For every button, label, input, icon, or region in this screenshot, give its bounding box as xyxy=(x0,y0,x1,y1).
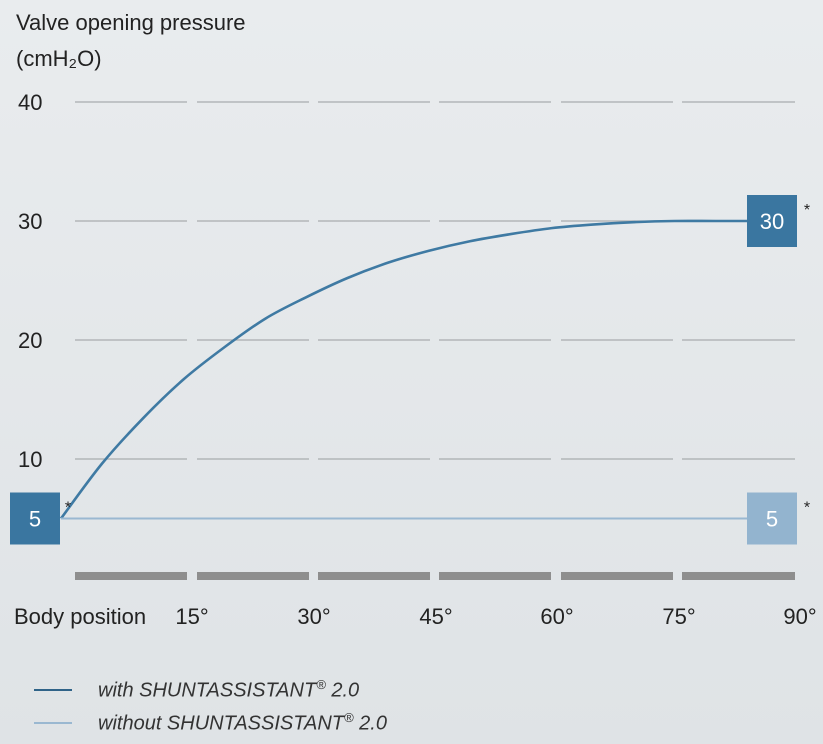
legend-swatch-without xyxy=(34,722,72,724)
legend-without-rest: SHUNTASSISTANT xyxy=(161,712,344,735)
legend-item-with: with SHUNTASSISTANT® 2.0 xyxy=(34,675,514,705)
x-tick-label-60: 60° xyxy=(540,604,573,629)
x-axis-bar-seg-0 xyxy=(75,572,187,580)
value-label-with-0-text: 5 xyxy=(29,507,41,532)
x-tick-label-75: 75° xyxy=(662,604,695,629)
legend-with-rest: SHUNTASSISTANT xyxy=(133,679,317,702)
value-label-with-90-asterisk: * xyxy=(804,202,810,219)
legend-with-reg: ® xyxy=(316,677,326,693)
legend-without-prefix: without xyxy=(98,712,162,735)
legend-without-suffix: 2.0 xyxy=(353,712,387,735)
value-label-with-90-box xyxy=(747,195,797,247)
legend-item-without: without SHUNTASSISTANT® 2.0 xyxy=(34,708,514,738)
x-tick-label-15: 15° xyxy=(175,604,208,629)
gridlines xyxy=(75,101,795,460)
x-axis-title: Body position xyxy=(14,604,146,629)
legend-label-without: without SHUNTASSISTANT® 2.0 xyxy=(98,710,387,736)
y-tick-label-30: 30 xyxy=(18,209,42,234)
x-tick-label-45: 45° xyxy=(419,604,452,629)
x-tick-labels: 15° 30° 45° 60° 75° 90° xyxy=(175,604,816,629)
x-axis-bar-seg-4 xyxy=(561,572,673,580)
x-axis-bar-seg-3 xyxy=(439,572,551,580)
value-labels: 5 * 30 * 5 * xyxy=(10,195,810,545)
x-axis-bar-seg-2 xyxy=(318,572,430,580)
legend-with-prefix: with xyxy=(98,679,134,702)
y-tick-label-20: 20 xyxy=(18,328,42,353)
series-lines xyxy=(59,219,797,520)
legend-without-reg: ® xyxy=(343,710,354,726)
x-tick-label-90: 90° xyxy=(783,604,816,629)
value-label-without-90-box xyxy=(747,492,797,545)
value-label-with-0-box xyxy=(10,492,60,545)
legend-with-suffix: 2.0 xyxy=(325,679,360,702)
value-label-with-90-text: 30 xyxy=(760,209,784,234)
y-tick-labels: 40 30 20 10 xyxy=(18,90,42,472)
legend-label-with: with SHUNTASSISTANT® 2.0 xyxy=(98,677,359,703)
y-axis-title-line1: Valve opening pressure xyxy=(16,10,246,35)
series-line-with xyxy=(59,219,797,520)
y-axis-title-line2: (cmH₂O) xyxy=(16,46,102,71)
x-axis-bar xyxy=(75,572,795,580)
value-label-without-90-asterisk: * xyxy=(804,500,810,517)
y-tick-label-40: 40 xyxy=(18,90,42,115)
x-axis-bar-seg-5 xyxy=(682,572,795,580)
x-axis-bar-seg-1 xyxy=(197,572,309,580)
value-label-without-90-text: 5 xyxy=(766,507,778,532)
x-tick-label-30: 30° xyxy=(297,604,330,629)
legend-swatch-with xyxy=(34,689,72,691)
value-label-with-0-asterisk: * xyxy=(65,500,71,517)
y-tick-label-10: 10 xyxy=(18,447,42,472)
